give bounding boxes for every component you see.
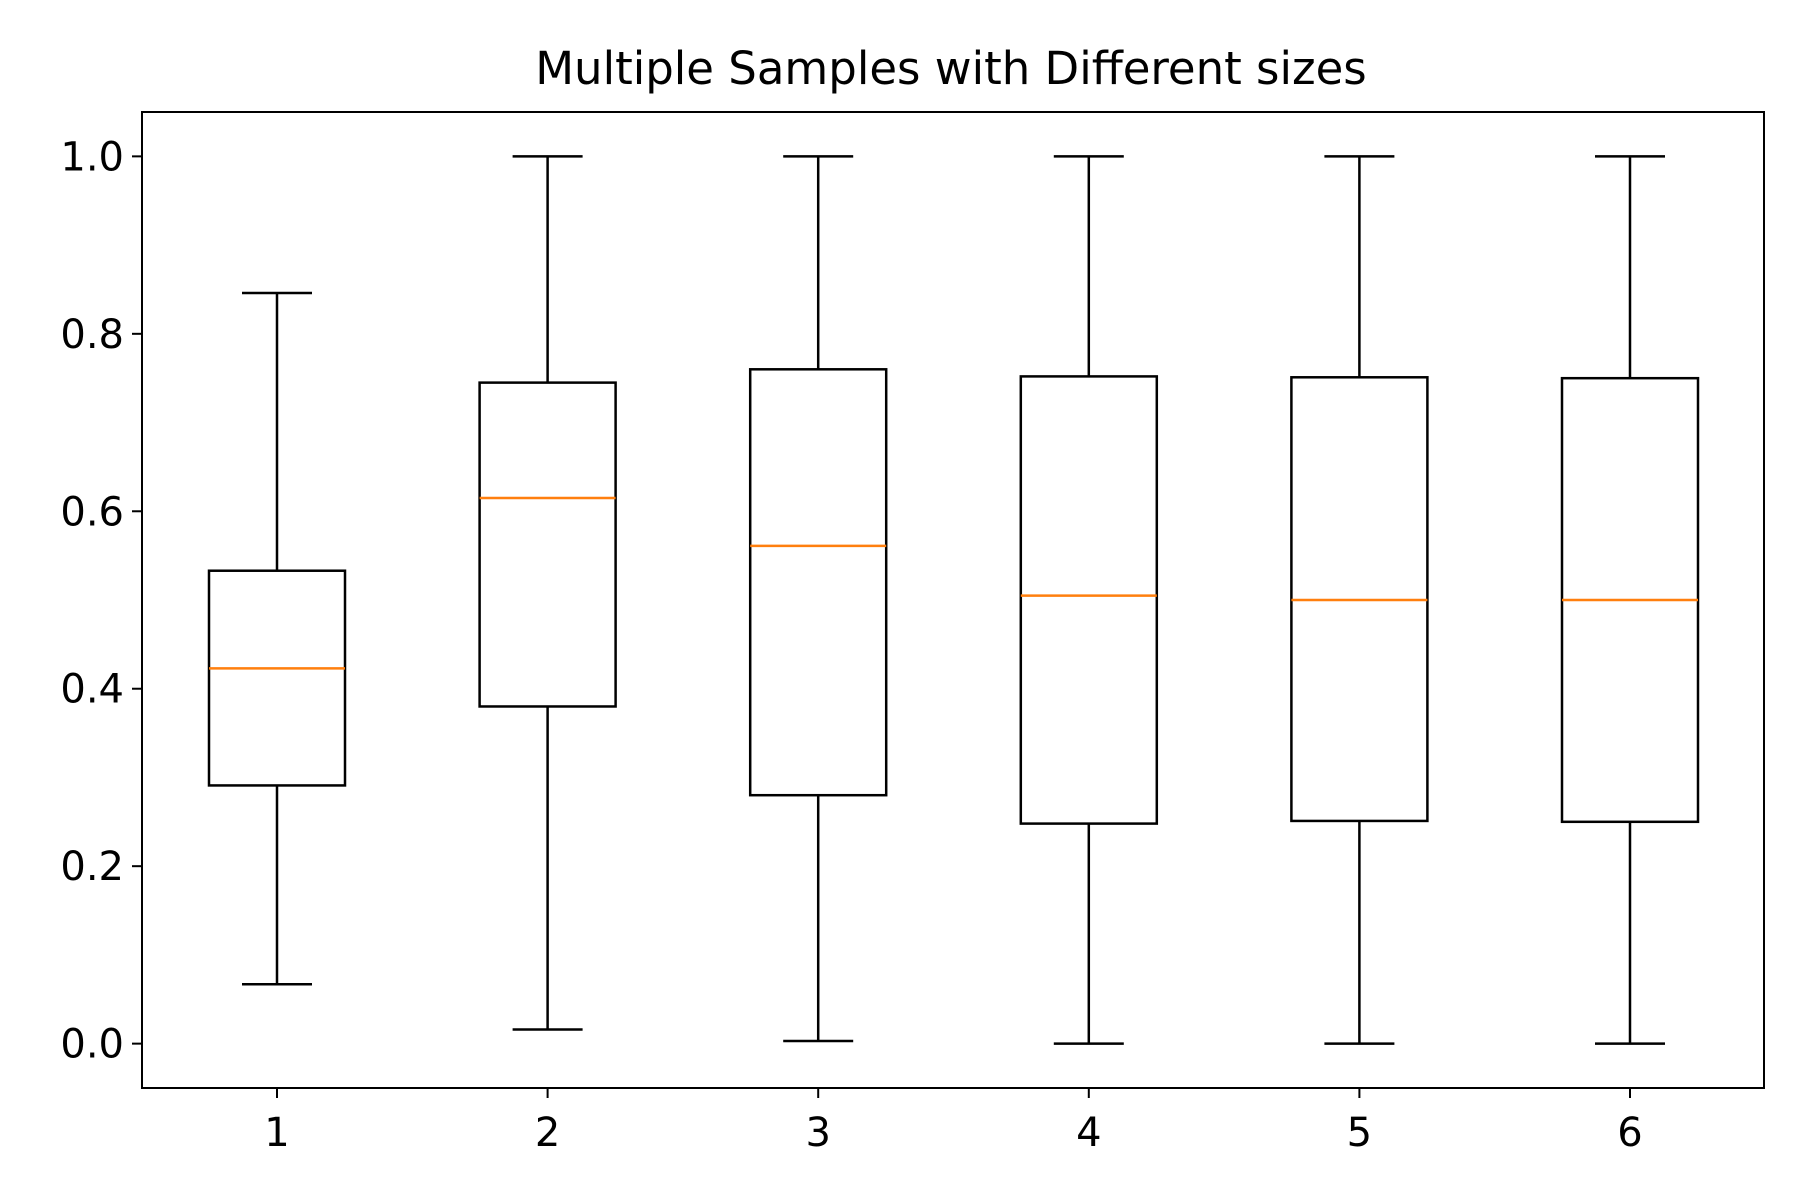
y-tick-label: 0.0 [60, 1022, 124, 1068]
y-tick-label: 1.0 [60, 134, 124, 180]
y-tick-label: 0.6 [60, 489, 124, 535]
iqr-box [207, 569, 347, 787]
y-tick-label: 0.4 [60, 667, 124, 713]
chart-title: Multiple Samples with Different sizes [535, 42, 1367, 95]
y-tick-label: 0.8 [60, 312, 124, 358]
box-3 [748, 155, 888, 1043]
box-1 [207, 291, 347, 986]
x-tick-label: 6 [1617, 1110, 1642, 1156]
x-axis: 1 2 3 4 5 6 [264, 1088, 1643, 1156]
y-axis: 0.0 0.2 0.4 0.6 0.8 1.0 [60, 134, 142, 1068]
y-tick-label: 0.2 [60, 844, 124, 890]
iqr-box [1019, 375, 1159, 825]
box-2 [478, 155, 617, 1031]
iqr-box [748, 368, 888, 797]
x-tick-label: 4 [1076, 1110, 1101, 1156]
x-tick-label: 2 [535, 1110, 560, 1156]
plot-marks [207, 155, 1700, 1045]
box-6 [1560, 155, 1700, 1045]
box-5 [1290, 155, 1429, 1045]
x-tick-label: 5 [1347, 1110, 1372, 1156]
iqr-box [478, 381, 617, 708]
box-4 [1019, 155, 1159, 1045]
x-tick-label: 1 [264, 1110, 289, 1156]
x-tick-label: 3 [805, 1110, 830, 1156]
plot-frame [141, 111, 1765, 1089]
